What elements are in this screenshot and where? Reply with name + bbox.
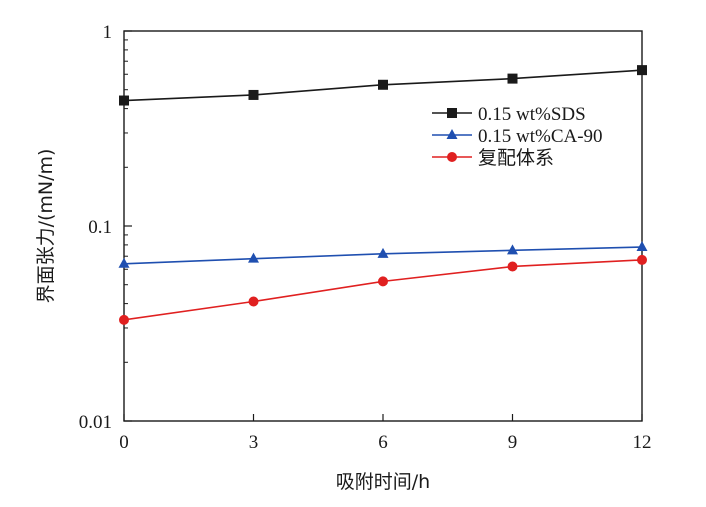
legend-label: 0.15 wt%CA-90 [478, 126, 603, 147]
data-point [507, 261, 518, 272]
data-point [507, 73, 518, 84]
series-3 [119, 254, 647, 325]
x-tick-label: 6 [378, 432, 388, 453]
data-point [248, 252, 259, 263]
data-point [119, 314, 129, 325]
legend-marker [447, 152, 457, 162]
y-tick-label: 1 [103, 22, 113, 43]
legend-item: 0.15 wt%CA-90 [432, 126, 603, 147]
series-line [123, 259, 643, 321]
x-axis-ticks: 0 3 6 9 12 [119, 414, 652, 453]
legend-label: 0.15 wt%SDS [478, 104, 586, 125]
series-layer [118, 65, 648, 325]
data-point [637, 254, 647, 265]
x-tick-label: 12 [633, 432, 652, 453]
y-axis-title: 界面张力/(mN/m) [35, 149, 57, 304]
legend-item: 复配体系 [432, 147, 554, 169]
y-tick-label: 0.01 [79, 412, 112, 433]
legend-item: 0.15 wt%SDS [432, 104, 586, 125]
x-tick-label: 3 [249, 432, 259, 453]
data-point [378, 276, 388, 287]
data-point [248, 296, 259, 307]
data-point [378, 79, 388, 90]
data-point [248, 89, 259, 100]
data-point [377, 247, 389, 258]
legend-marker [447, 108, 457, 118]
data-point [507, 244, 518, 255]
data-point [119, 95, 129, 106]
legend-marker [446, 129, 458, 139]
x-tick-label: 9 [508, 432, 518, 453]
legend-label: 复配体系 [478, 147, 554, 169]
y-axis-ticks: 0.01 0.1 1 [79, 22, 132, 433]
series-2 [118, 241, 648, 268]
data-point [118, 257, 130, 268]
x-axis-title: 吸附时间/h [336, 471, 430, 493]
y-tick-label: 0.1 [88, 217, 112, 238]
data-point [636, 241, 648, 252]
series-1 [119, 65, 647, 106]
data-point [637, 65, 647, 76]
x-tick-label: 0 [119, 432, 129, 453]
